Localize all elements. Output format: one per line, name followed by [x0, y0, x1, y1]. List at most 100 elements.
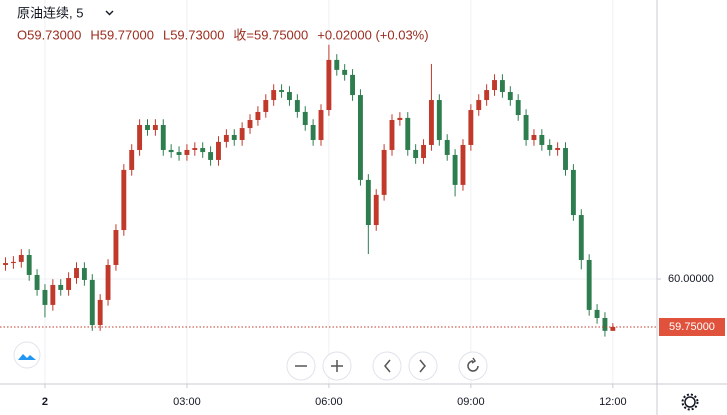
candle-body: [121, 169, 127, 231]
candle-body: [42, 289, 48, 305]
candle-body: [594, 309, 600, 318]
candle-body: [460, 144, 466, 185]
candle-body: [160, 124, 166, 150]
candle-body: [413, 149, 419, 159]
candle-body: [152, 124, 158, 130]
gear-ring[interactable]: [684, 396, 696, 408]
scroll-left-icon[interactable]: [384, 359, 391, 373]
scroll-left-button[interactable]: [372, 351, 402, 381]
candle-body: [397, 117, 403, 121]
candle-body: [310, 124, 316, 140]
candle-body: [555, 148, 561, 150]
x-tick-label: 03:00: [173, 396, 201, 408]
candle-body: [484, 90, 490, 101]
candle-body: [334, 59, 340, 70]
zoom-in-icon[interactable]: [331, 360, 343, 372]
candle-body: [216, 141, 221, 160]
legend-item: H59.77000: [90, 27, 154, 42]
scroll-right-icon[interactable]: [419, 359, 426, 373]
candle-body: [444, 139, 450, 155]
candle-body: [350, 74, 356, 96]
legend-item: 收=59.75000: [233, 27, 308, 42]
candle-body: [602, 317, 608, 331]
candle-body: [113, 230, 119, 265]
candle-body: [318, 110, 324, 140]
x-tick-label: 09:00: [457, 396, 485, 408]
candle-body: [468, 110, 474, 145]
candle-body: [539, 134, 545, 145]
candle-body: [184, 149, 190, 155]
candle-body: [405, 117, 411, 150]
candle-body: [428, 100, 434, 145]
chart-title: 原油连续, 5: [17, 5, 83, 20]
candle-body: [168, 149, 174, 153]
x-tick-label: 12:00: [599, 396, 627, 408]
candle-body: [302, 111, 308, 125]
legend-item: +0.02000 (+0.03%): [317, 27, 428, 42]
candle-body: [200, 148, 206, 153]
candle-body: [381, 149, 387, 195]
candle-body: [231, 134, 237, 140]
candle-body: [476, 100, 482, 111]
y-tick-label: 60.00000: [668, 273, 714, 285]
candle-body: [287, 91, 292, 101]
candle-body: [610, 326, 616, 331]
candle-body: [263, 100, 269, 112]
candle-body: [208, 152, 214, 160]
x-tick-label: 2: [42, 396, 48, 408]
candle-body: [578, 215, 584, 260]
candle-body: [492, 80, 497, 91]
legend-item: L59.73000: [163, 27, 224, 42]
candle-body: [239, 128, 245, 140]
reset-button[interactable]: [458, 351, 488, 381]
candle-body: [89, 279, 95, 326]
last-price-label: 59.75000: [669, 321, 715, 333]
logo-button[interactable]: [13, 341, 41, 369]
candle-body: [10, 261, 16, 264]
candle-body: [570, 169, 576, 216]
logo-circle[interactable]: [13, 341, 41, 369]
candle-body: [3, 263, 8, 265]
ohlc-legend: O59.73000 H59.77000 L59.73000 收=59.75000 +0.…: [17, 27, 429, 42]
candle-body: [365, 179, 371, 226]
candle-body: [18, 254, 24, 262]
candle-body: [81, 268, 87, 280]
candle-body: [586, 259, 592, 310]
candle-body: [223, 134, 229, 142]
candle-body: [421, 144, 426, 159]
candle-body: [105, 264, 111, 300]
legend-item: O59.73000: [17, 27, 81, 42]
candle-body: [326, 59, 332, 111]
candle-body: [436, 100, 442, 140]
reset-icon[interactable]: [467, 357, 479, 372]
last-price-box: [659, 317, 725, 336]
nav-buttons: [286, 351, 488, 381]
candle-body: [357, 95, 363, 180]
candle-body: [97, 299, 103, 326]
logo-icon[interactable]: [18, 354, 36, 360]
settings-button[interactable]: [681, 393, 699, 411]
candle-body: [255, 111, 261, 121]
scroll-right-button[interactable]: [408, 351, 438, 381]
candle-body: [137, 124, 143, 150]
candle-body: [129, 149, 135, 170]
candle-body: [58, 284, 64, 290]
candle-body: [563, 148, 568, 170]
candle-body: [373, 194, 379, 226]
candle-body: [74, 268, 79, 279]
gear-teeth[interactable]: [681, 393, 699, 411]
candle-body: [145, 124, 150, 130]
candle-body: [247, 120, 253, 129]
candle-body: [523, 115, 529, 140]
title-chevron[interactable]: [105, 10, 114, 16]
candle-body: [342, 69, 348, 75]
candle-body: [547, 144, 553, 150]
candle-body: [452, 154, 458, 185]
candle-body: [192, 148, 198, 150]
candle-body: [26, 254, 32, 275]
candle-body: [515, 100, 521, 116]
candle-body: [271, 90, 277, 101]
candle-body: [66, 278, 72, 290]
